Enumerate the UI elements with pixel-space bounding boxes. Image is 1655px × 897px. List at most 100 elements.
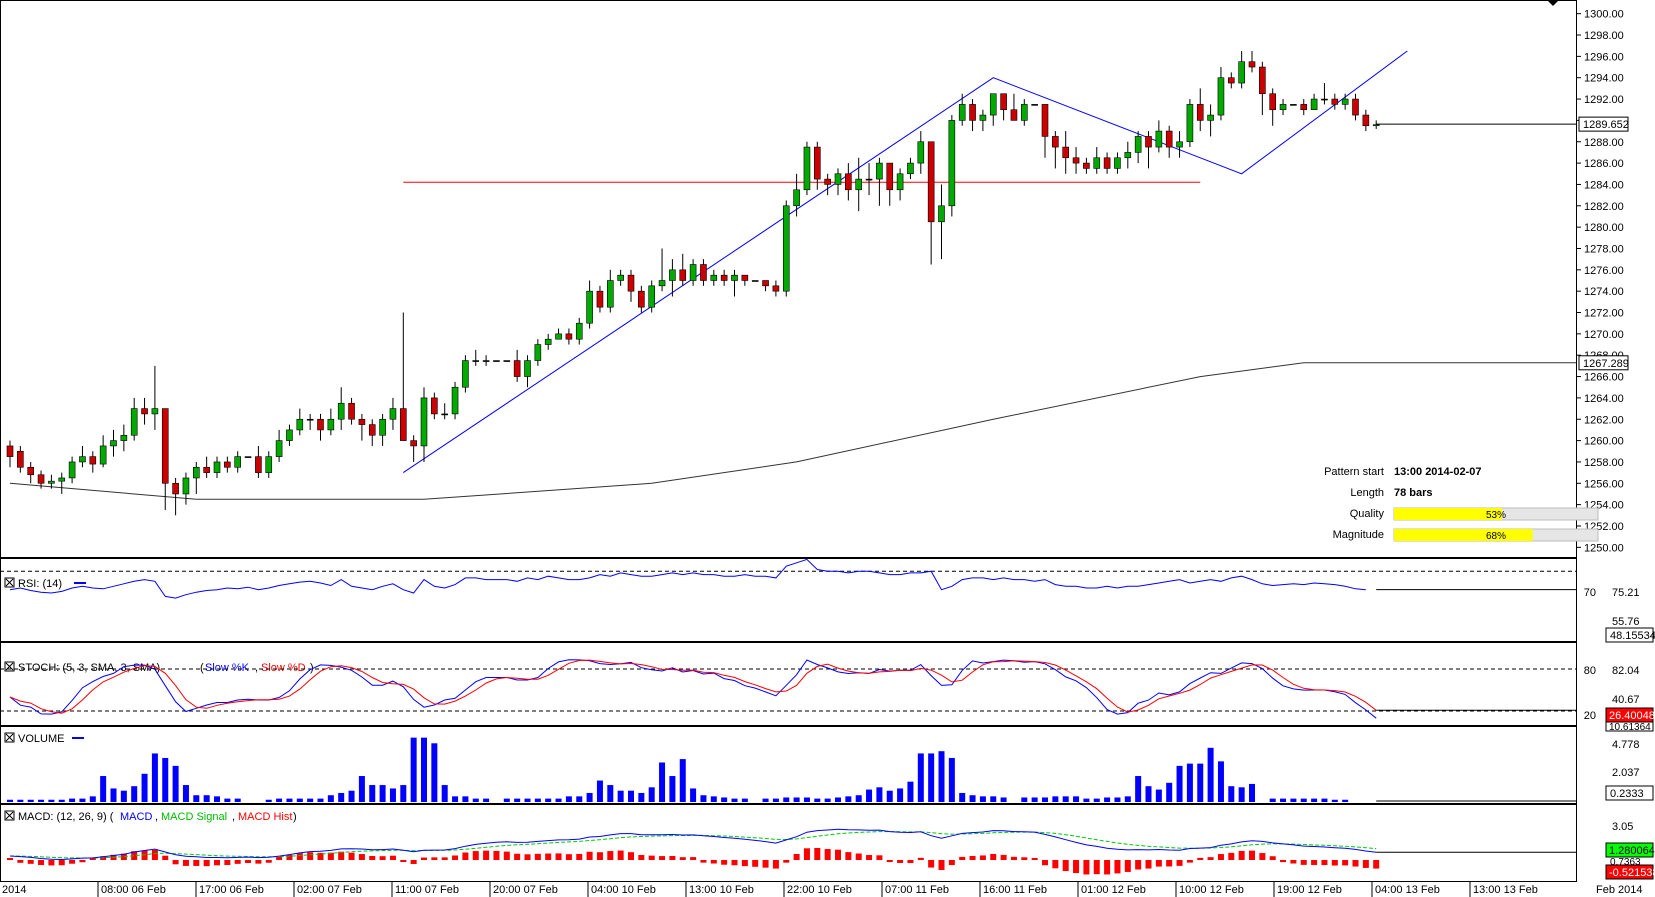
time-tick-label: 07:00 11 Feb (885, 884, 949, 896)
candle-body (193, 466, 200, 479)
candle-body (544, 338, 552, 345)
length-label: Length (1350, 487, 1384, 499)
macd-hist-bar (441, 857, 448, 860)
volume-bar (721, 797, 728, 802)
candle-body (141, 408, 148, 415)
macd-hist-bar (286, 854, 293, 860)
current-price-box (1578, 116, 1629, 132)
volume-bar (79, 798, 86, 802)
candle-body (627, 274, 635, 292)
stoch-comma: , (255, 662, 258, 674)
macd-hist-bar (1010, 856, 1017, 860)
volume-bar (1083, 798, 1090, 802)
volume-bar (772, 798, 779, 802)
candle-body (1186, 104, 1194, 143)
time-tick-label: 20:00 07 Feb (493, 884, 558, 896)
panel-frames (0, 0, 1577, 882)
macd-hist-bar (338, 851, 345, 860)
volume-bar (783, 797, 790, 802)
volume-bar (7, 799, 13, 802)
time-tick-label: 08:00 06 Feb (101, 884, 166, 896)
candle-body (389, 408, 397, 420)
candle-body (989, 93, 997, 116)
macd-hist-bar (1021, 857, 1028, 860)
candle-body (99, 445, 107, 465)
volume-bar (462, 796, 469, 802)
candle-body (130, 408, 138, 436)
macd-hist-bar (741, 860, 748, 867)
macd-hist-bar (917, 857, 924, 860)
candle-body (658, 280, 666, 287)
candle-body (606, 280, 614, 308)
macd-hist-bar (462, 852, 469, 860)
candle-body (710, 274, 718, 281)
price-labels: 1289.652 1267.289 (1376, 116, 1629, 371)
volume-bar (938, 751, 945, 802)
volume-bar (700, 795, 707, 802)
macd-hist-bar (638, 855, 645, 860)
price-tick-label: 1280.00 (1584, 222, 1624, 234)
macd-hist-bar (400, 860, 407, 863)
macd-hist-bar (1114, 860, 1121, 874)
volume-bar (514, 798, 521, 802)
macd-hist-bar (224, 860, 231, 865)
candle-body (1000, 93, 1007, 111)
volume-bar (897, 788, 904, 802)
candle-body (1196, 104, 1204, 121)
volume-bar (1186, 763, 1193, 802)
macd-hist-bar (1093, 860, 1100, 875)
candle-body (534, 344, 542, 361)
candle-body (700, 264, 707, 281)
macd-hist-bar (1197, 857, 1204, 860)
price-tick-label: 1282.00 (1584, 201, 1624, 213)
candle-body (1041, 104, 1049, 137)
candle-body (803, 146, 811, 191)
candle-body (1176, 141, 1183, 148)
candle-body (296, 418, 304, 431)
macd-signal-label: MACD Signal (161, 811, 227, 823)
candle-body (1145, 136, 1152, 148)
volume-bar (1217, 761, 1224, 802)
macd-lines (7, 828, 1576, 875)
candle-body (482, 360, 490, 362)
candle-body (431, 397, 438, 415)
macd-hist-bar (990, 854, 997, 860)
candle-body (948, 120, 956, 207)
macd-hist-bar (1000, 854, 1007, 860)
scroll-marker-icon[interactable] (1547, 0, 1559, 6)
time-tick-label: 13:00 10 Feb (689, 884, 754, 896)
volume-bar (690, 788, 697, 802)
candle-body (1031, 104, 1038, 106)
volume-bar (286, 798, 293, 802)
macd-hist-bar (410, 860, 417, 864)
macd-hist-bar (928, 860, 935, 868)
macd-hist-bar (296, 853, 303, 860)
macd-hist-bar (27, 860, 34, 864)
price-tick-label: 1256.00 (1584, 478, 1624, 490)
volume-bar (1269, 798, 1276, 802)
volume-bar (234, 798, 241, 802)
volume-bar (327, 795, 334, 802)
macd-panel: MACD: (12, 26, 9) ( MACD , MACD Signal ,… (4, 810, 1655, 880)
volume-title: VOLUME (18, 733, 64, 745)
pattern-start-label: Pattern start (1324, 466, 1384, 478)
candle-body (503, 360, 511, 362)
macd-label: MACD (120, 811, 152, 823)
candle-body (1372, 124, 1380, 127)
price-tick-label: 1284.00 (1584, 179, 1624, 191)
candle-body (1341, 98, 1349, 105)
volume-bar (58, 799, 65, 802)
volume-bar (555, 798, 562, 802)
price-panel-frame (0, 0, 1577, 558)
candle-body (1124, 152, 1132, 159)
volume-bar (348, 790, 355, 802)
candle-body (348, 402, 355, 420)
candle-body (172, 482, 179, 495)
candle-body (358, 418, 366, 425)
volume-bar (596, 780, 603, 802)
macd-hist-bar (182, 860, 189, 866)
macd-hist-bar (245, 860, 252, 864)
macd-title: MACD: (12, 26, 9) ( (18, 811, 114, 823)
candle-body (555, 333, 562, 340)
